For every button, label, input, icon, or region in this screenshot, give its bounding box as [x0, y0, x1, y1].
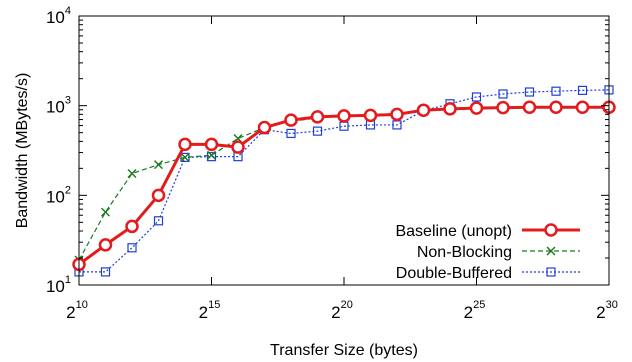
- data-point: [546, 246, 556, 256]
- y-tick-label: 103: [46, 95, 71, 117]
- data-point: [127, 243, 137, 253]
- data-point: [522, 100, 537, 115]
- data-point: [127, 169, 137, 179]
- data-point: [496, 100, 510, 115]
- series-double-buffered: [74, 85, 614, 277]
- y-tick-label: 102: [46, 184, 71, 206]
- data-point-stroke: [101, 207, 110, 217]
- data-point: [337, 109, 351, 123]
- legend-label: Baseline (unopt): [395, 223, 512, 240]
- data-point: [551, 86, 561, 96]
- data-point: [100, 267, 111, 277]
- data-point-stroke: [127, 169, 137, 179]
- data-point-stroke: [546, 246, 556, 256]
- legend-label: Non-Blocking: [417, 244, 512, 261]
- data-point: [312, 126, 323, 136]
- data-point: [125, 219, 139, 234]
- data-point: [286, 128, 296, 139]
- data-point: [284, 113, 298, 127]
- data-point: [310, 110, 325, 124]
- data-point: [577, 85, 588, 95]
- data-point: [180, 152, 190, 162]
- y-axis: 101 102 103 104: [46, 5, 609, 296]
- data-point: [469, 101, 484, 115]
- data-point: [549, 100, 563, 115]
- data-point: [416, 103, 431, 117]
- data-point: [101, 207, 110, 217]
- legend: Baseline (unopt) Non-Blocking Double-Buffe…: [395, 223, 580, 282]
- data-point: [390, 107, 404, 122]
- data-point: [206, 152, 217, 162]
- data-point: [471, 92, 482, 102]
- data-point-stroke: [180, 152, 190, 162]
- data-point: [207, 150, 216, 160]
- data-point-stroke: [207, 150, 216, 160]
- data-point: [498, 89, 508, 99]
- data-point: [178, 137, 192, 152]
- y-tick-label: 104: [46, 5, 71, 27]
- y-axis-title: Bandwidth (MBytes/s): [14, 73, 31, 229]
- data-point: [153, 216, 164, 226]
- data-point: [257, 120, 272, 135]
- x-axis-title: Transfer Size (bytes): [270, 342, 418, 359]
- data-point: [544, 223, 558, 237]
- data-point: [231, 140, 245, 154]
- data-point: [546, 267, 556, 277]
- data-point: [443, 102, 457, 116]
- data-point: [204, 137, 219, 152]
- data-point: [154, 160, 163, 170]
- data-point: [524, 87, 535, 97]
- series-line: [79, 89, 610, 273]
- data-point: [363, 108, 378, 123]
- data-point: [151, 188, 166, 203]
- data-point-stroke: [154, 160, 163, 170]
- legend-label: Double-Buffered: [396, 265, 512, 282]
- data-point: [98, 238, 113, 252]
- y-tick-label: 101: [46, 274, 71, 296]
- data-point: [575, 100, 590, 115]
